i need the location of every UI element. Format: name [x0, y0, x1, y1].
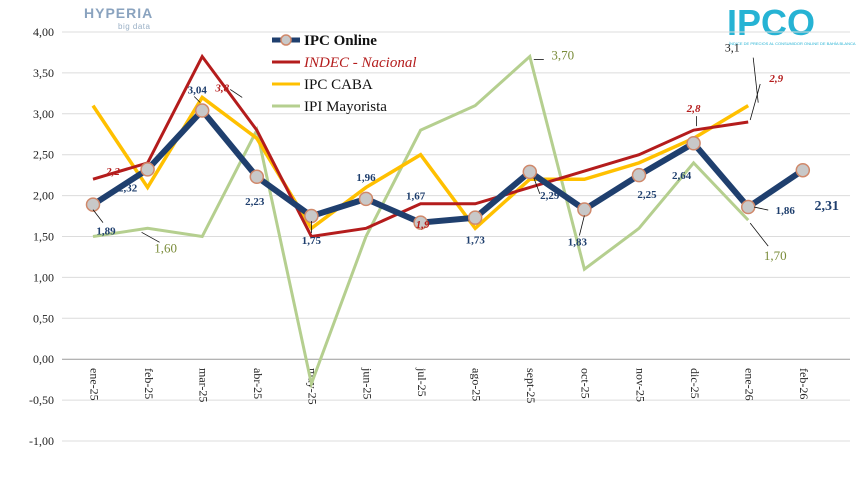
data-label: 2,31 [815, 199, 840, 214]
x-tick-label: ago-25 [469, 368, 483, 401]
x-tick-label: ene-25 [87, 368, 101, 401]
gridlines [62, 31, 850, 442]
y-tick-label: 3,50 [33, 66, 54, 80]
ipc-online-point [686, 135, 701, 151]
data-label: 1,96 [356, 172, 376, 184]
y-tick-label: 2,50 [33, 148, 54, 162]
ipi-mayorista-line [92, 53, 750, 390]
ipc-online-line [91, 105, 805, 226]
data-label: 2,8 [686, 103, 701, 115]
data-label: 1,73 [466, 235, 486, 247]
ipc-online-point [740, 199, 756, 215]
data-label: 1,89 [96, 226, 116, 238]
data-label: 1,67 [406, 191, 426, 203]
data-label: 2,29 [540, 190, 560, 202]
y-tick-label: 4,00 [33, 25, 54, 39]
label-leader [752, 57, 759, 103]
x-tick-label: feb-26 [797, 368, 811, 399]
label-leader [141, 231, 160, 243]
ipc-online-point [249, 169, 265, 185]
data-label: 2,25 [637, 189, 657, 201]
series-lines [91, 53, 805, 390]
x-tick-label: jul-25 [415, 367, 429, 397]
data-label: 1,70 [764, 248, 787, 263]
y-tick-label: 1,00 [33, 270, 54, 284]
label-leader [754, 206, 769, 211]
legend-marker [280, 34, 292, 46]
label-leader [193, 96, 201, 103]
x-tick-label: jun-25 [360, 367, 374, 399]
data-label: 1,60 [154, 240, 177, 255]
legend-label: INDEC - Nacional [303, 55, 417, 71]
hyperia-logo: HYPERIA big data [84, 5, 154, 31]
data-label: 1,83 [568, 237, 588, 249]
data-label: 3,8 [214, 82, 229, 94]
indec-line [92, 53, 749, 239]
label-leader [533, 177, 541, 195]
x-tick-label: dic-25 [688, 368, 702, 399]
y-tick-label: 0,00 [33, 352, 54, 366]
data-label: 2,2 [105, 166, 120, 178]
x-tick-label: abr-25 [251, 368, 265, 399]
x-tick-label: nov-25 [633, 368, 647, 402]
legend: IPC Online INDEC - Nacional IPC CABA IPI Ma… [272, 33, 417, 115]
ipc-online-point [467, 210, 483, 225]
y-tick-label: 1,50 [33, 230, 54, 244]
legend-item: IPC Online [272, 33, 377, 49]
legend-label: IPC Online [304, 33, 377, 49]
x-tick-label: oct-25 [579, 368, 593, 399]
data-label: 3,04 [188, 85, 208, 97]
data-label: 2,32 [118, 182, 138, 194]
data-label: 2,23 [245, 196, 265, 208]
data-labels: 1,89 2,32 3,04 2,23 1,75 1,96 1,67 1,73 2,29 1,83… [92, 41, 840, 263]
data-label: 3,1 [725, 41, 740, 55]
ipco-logo: IPCO ÍNDICE DE PRECIOS AL CONSUMIDOR ONL… [727, 2, 856, 46]
ipc-online-point [522, 164, 538, 180]
ipc-online-point [194, 103, 210, 118]
y-tick-label: 3,00 [33, 107, 54, 121]
legend-item: INDEC - Nacional [272, 55, 417, 71]
label-leader [229, 89, 243, 98]
ipc-online-point [85, 197, 101, 212]
data-label: 1,86 [776, 205, 796, 217]
y-tick-label: 2,00 [33, 189, 54, 203]
x-tick-label: ene-26 [742, 368, 756, 401]
ipc-online-point [631, 167, 647, 183]
x-axis: ene-25 feb-25 mar-25 abr-25 may-25 jun-25 jul-… [87, 367, 811, 405]
y-axis: -1,00 -0,50 0,00 0,50 1,00 1,50 2,00 2,50 3,00 3,… [29, 25, 54, 448]
ipco-logo-tagline: ÍNDICE DE PRECIOS AL CONSUMIDOR ONLINE D… [729, 41, 856, 46]
data-label: 2,9 [768, 73, 783, 85]
label-leader [749, 222, 769, 247]
hyperia-logo-sub: big data [118, 22, 151, 31]
ipco-logo-brand: IPCO [727, 2, 816, 43]
ipc-caba-line [91, 94, 750, 231]
ipc-online-point [577, 202, 592, 217]
legend-label: IPC CABA [304, 77, 373, 93]
label-leader [92, 209, 104, 223]
y-tick-label: -1,00 [29, 434, 54, 448]
hyperia-logo-brand: HYPERIA [84, 5, 154, 21]
ipc-online-point [358, 191, 374, 207]
legend-item: IPC CABA [272, 77, 373, 93]
x-tick-label: feb-25 [142, 368, 156, 399]
ipc-online-point [140, 162, 155, 177]
label-leader [579, 215, 585, 236]
data-label: 1,9 [416, 219, 430, 231]
legend-label: IPI Mayorista [304, 99, 387, 115]
label-leader [749, 83, 761, 121]
ipc-online-point [304, 208, 319, 224]
legend-item: IPI Mayorista [272, 99, 387, 115]
data-label: 2,64 [672, 170, 692, 182]
data-label: 3,70 [551, 48, 574, 63]
y-tick-label: -0,50 [29, 393, 54, 407]
ipc-online-point [795, 162, 811, 178]
ipc-online-point [413, 215, 428, 230]
y-tick-label: 0,50 [33, 311, 54, 325]
data-label: 1,75 [302, 235, 322, 247]
x-tick-label: sept-25 [524, 368, 538, 403]
x-tick-label: mar-25 [196, 368, 210, 402]
